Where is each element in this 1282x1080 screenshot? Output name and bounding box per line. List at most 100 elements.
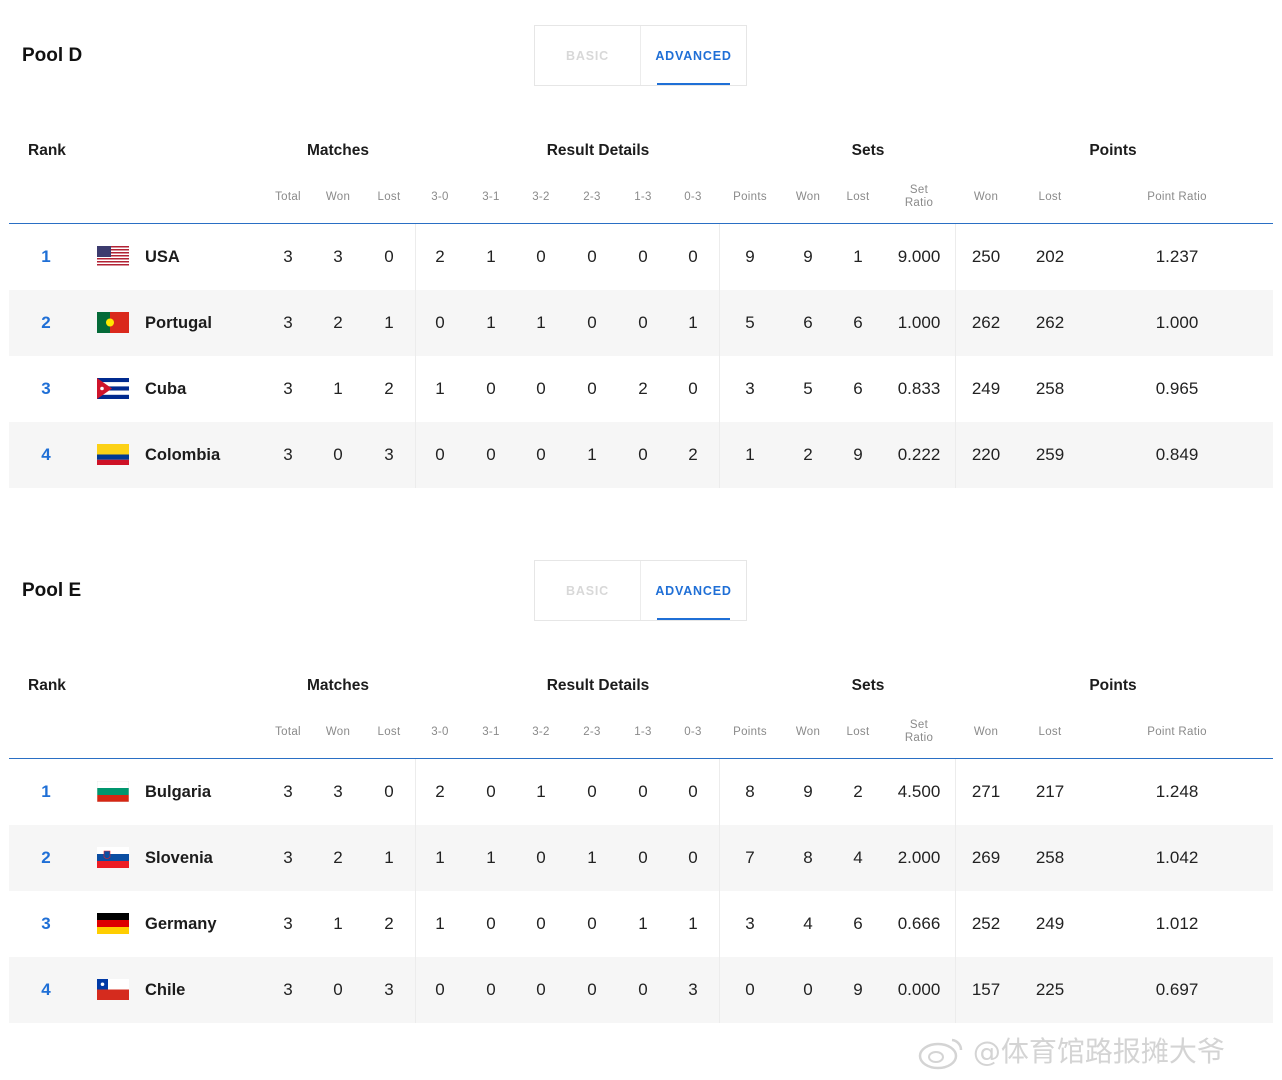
table-row[interactable]: 4 Chile 3 0 3 0 0 0 0 0 3 0 0 9 0.000 157 225 0.697: [9, 957, 1273, 1023]
subheader[interactable]: Lost: [1038, 191, 1062, 203]
subheader[interactable]: Won: [973, 191, 999, 203]
subheader[interactable]: Total: [275, 726, 301, 738]
stat-cell: 0.965: [1155, 379, 1199, 398]
stat-cell: 0: [536, 379, 546, 398]
subheader[interactable]: 3-0: [431, 726, 449, 738]
subheader[interactable]: Point Ratio: [1147, 191, 1207, 203]
tab-advanced[interactable]: ADVANCED: [641, 26, 746, 85]
team-name[interactable]: Portugal: [145, 314, 212, 332]
stat-cell: 1: [333, 914, 343, 933]
pool-section: Pool E BASIC ADVANCED Rank Matches Result Det…: [0, 535, 1282, 1035]
subheader[interactable]: Set Ratio: [904, 184, 934, 209]
header-sets[interactable]: Sets: [851, 142, 885, 159]
rank-cell: 1: [41, 247, 51, 266]
team-name[interactable]: USA: [145, 248, 180, 266]
stat-cell: 2: [435, 247, 445, 266]
subheader[interactable]: 3-2: [532, 191, 550, 203]
subheader[interactable]: 3-2: [532, 726, 550, 738]
stat-cell: 0: [638, 848, 648, 867]
chile-flag: [97, 979, 129, 1000]
team-name[interactable]: Bulgaria: [145, 783, 212, 801]
rank-cell: 2: [41, 848, 51, 867]
stat-cell: 157: [971, 980, 1001, 999]
team-name[interactable]: Colombia: [145, 446, 221, 464]
stat-cell: 8: [803, 848, 813, 867]
table-row[interactable]: 1 Bulgaria 3 3 0 2 0 1 0 0 0 8 9 2 4.500 271 217 1.248: [9, 759, 1273, 825]
subheader[interactable]: 0-3: [684, 726, 702, 738]
subheader[interactable]: Lost: [846, 191, 870, 203]
subheader[interactable]: Lost: [377, 726, 401, 738]
subheader[interactable]: Won: [973, 726, 999, 738]
stat-cell: 3: [384, 445, 394, 464]
table-row[interactable]: 3 Germany 3 1 2 1 0 0 0 1 1 3 4 6 0.666 252 249 1.012: [9, 891, 1273, 957]
subheader[interactable]: Won: [325, 726, 351, 738]
team-name[interactable]: Slovenia: [145, 849, 213, 867]
header-points[interactable]: Points: [1089, 677, 1137, 694]
header-result-details[interactable]: Result Details: [546, 677, 650, 694]
rank-cell: 3: [41, 379, 51, 398]
stat-cell: 0: [536, 848, 546, 867]
header-sets[interactable]: Sets: [851, 677, 885, 694]
team-name[interactable]: Cuba: [145, 380, 187, 398]
tab-basic[interactable]: BASIC: [535, 561, 641, 620]
subheader[interactable]: Lost: [846, 726, 870, 738]
subheader[interactable]: Total: [275, 191, 301, 203]
subheader[interactable]: Won: [325, 191, 351, 203]
stat-cell: 0: [536, 445, 546, 464]
subheader[interactable]: 3-1: [482, 726, 500, 738]
subheader[interactable]: Point Ratio: [1147, 726, 1207, 738]
tab-advanced[interactable]: ADVANCED: [641, 561, 746, 620]
stat-cell: 1.248: [1155, 782, 1199, 801]
stat-cell: 0: [384, 782, 394, 801]
table-row[interactable]: 3 Cuba 3 1 2 1 0 0 0 2 0 3 5 6 0.833 249 258 0.965: [9, 356, 1273, 422]
stat-cell: 3: [745, 379, 755, 398]
team-name[interactable]: Germany: [145, 915, 217, 933]
subheader[interactable]: Points: [733, 726, 767, 738]
subheader[interactable]: 2-3: [583, 191, 601, 203]
subheader[interactable]: 3-1: [482, 191, 500, 203]
tab-advanced-label: ADVANCED: [655, 48, 732, 63]
column-separator: [955, 759, 956, 1023]
tab-advanced-label: ADVANCED: [655, 583, 732, 598]
subheader[interactable]: Lost: [1038, 726, 1062, 738]
tab-basic[interactable]: BASIC: [535, 26, 641, 85]
stat-cell: 3: [745, 914, 755, 933]
stat-cell: 9: [853, 445, 863, 464]
subheader[interactable]: Set Ratio: [904, 719, 934, 744]
stat-cell: 6: [853, 313, 863, 332]
stat-cell: 2: [333, 848, 343, 867]
table-row[interactable]: 1 USA 3 3 0 2 1 0 0 0 0 9 9 1 9.000 250 202 1.237: [9, 224, 1273, 290]
rank-cell: 2: [41, 313, 51, 332]
subheader[interactable]: Points: [733, 191, 767, 203]
stat-cell: 4: [803, 914, 813, 933]
stat-cell: 2: [803, 445, 813, 464]
subheader[interactable]: Lost: [377, 191, 401, 203]
header-matches[interactable]: Matches: [306, 677, 370, 694]
subheader[interactable]: Won: [795, 191, 821, 203]
pool-title: Pool E: [22, 580, 82, 601]
stat-cell: 0: [486, 379, 496, 398]
subheader[interactable]: 1-3: [634, 726, 652, 738]
header-rank[interactable]: Rank: [28, 142, 66, 159]
subheader[interactable]: Won: [795, 726, 821, 738]
header-rank[interactable]: Rank: [28, 677, 66, 694]
team-name[interactable]: Chile: [145, 981, 186, 999]
subheader[interactable]: 1-3: [634, 191, 652, 203]
header-result-details[interactable]: Result Details: [546, 142, 650, 159]
header-matches[interactable]: Matches: [306, 142, 370, 159]
stat-cell: 3: [384, 980, 394, 999]
table-row[interactable]: 4 Colombia 3 0 3 0 0 0 1 0 2 1 2 9 0.222 220 259 0.849: [9, 422, 1273, 488]
column-separator: [415, 759, 416, 1023]
stat-cell: 0: [638, 247, 648, 266]
column-separator: [719, 759, 720, 1023]
subheader[interactable]: 3-0: [431, 191, 449, 203]
subheader[interactable]: 0-3: [684, 191, 702, 203]
table-row[interactable]: 2 Portugal 3 2 1 0 1 1 0 0 1 5 6 6 1.000 262 262 1.000: [9, 290, 1273, 356]
germany-flag: [97, 913, 129, 934]
table-row[interactable]: 2 Slovenia 3 2 1 1 1 0 1 0 0 7 8 4 2.000 269 258 1.042: [9, 825, 1273, 891]
header-points[interactable]: Points: [1089, 142, 1137, 159]
subheader[interactable]: 2-3: [583, 726, 601, 738]
stat-cell: 249: [971, 379, 1001, 398]
stat-cell: 5: [803, 379, 813, 398]
active-tab-indicator: [657, 83, 730, 85]
